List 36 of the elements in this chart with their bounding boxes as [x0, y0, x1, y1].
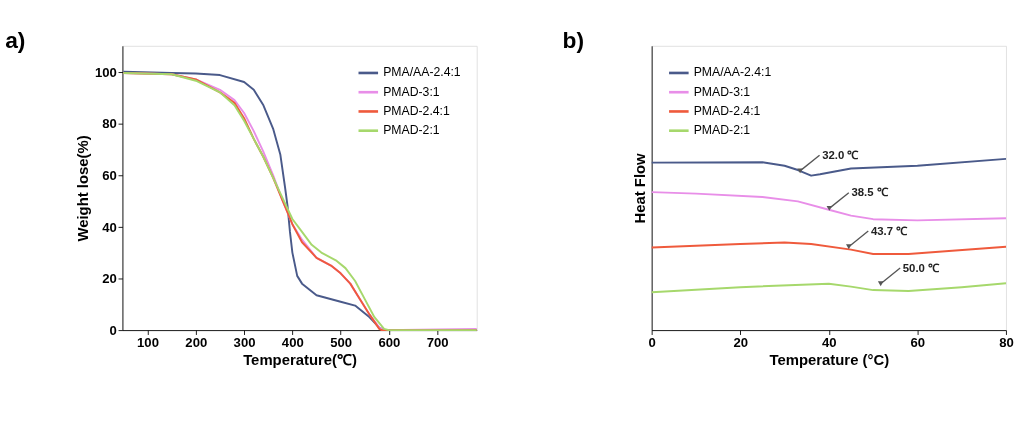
y-tick-label: 20: [102, 271, 117, 287]
x-tick-label: 500: [330, 335, 353, 351]
x-tick-label: 200: [185, 335, 208, 351]
x-tick-label: 300: [233, 335, 256, 351]
y-axis-title: Heat Flow: [632, 152, 649, 224]
x-axis-title: Temperature(℃): [243, 351, 357, 368]
annotation: 43.7 ℃: [870, 224, 909, 237]
x-axis-title: Temperature (°C): [769, 351, 890, 368]
y-axis-title: Weight lose(%): [74, 135, 91, 242]
x-tick-label: 600: [378, 335, 401, 351]
x-tick-label: 400: [281, 335, 304, 351]
x-tick-label: 60: [910, 335, 926, 351]
x-tick-label: 40: [822, 335, 837, 351]
y-tick-label: 60: [102, 167, 117, 183]
x-tick-label: 20: [733, 335, 749, 351]
annotation: 32.0 ℃: [822, 148, 860, 161]
y-tick-label: 80: [102, 116, 117, 132]
legend-label: PMA/AA-2.4:1: [383, 65, 461, 80]
x-tick-label: 100: [137, 335, 159, 351]
y-tick-label: 0: [109, 322, 117, 338]
x-tick-label: 700: [426, 335, 449, 351]
legend-label: PMAD-2:1: [383, 123, 440, 138]
chart-title: a): [5, 27, 26, 54]
chart-title: b): [562, 27, 584, 54]
annotation: 50.0 ℃: [902, 261, 941, 274]
x-tick-label: 0: [648, 335, 656, 351]
legend-label: PMAD-2.4:1: [383, 103, 450, 118]
x-tick-label: 80: [999, 335, 1014, 351]
legend-label: PMAD-3:1: [383, 84, 440, 99]
legend-label: PMAD-2:1: [693, 123, 751, 138]
annotation: 38.5 ℃: [851, 186, 889, 199]
y-tick-label: 100: [94, 64, 117, 80]
legend-label: PMA/AA-2.4:1: [693, 65, 772, 80]
legend-label: PMAD-3:1: [693, 84, 751, 99]
y-tick-label: 40: [102, 219, 117, 235]
legend-label: PMAD-2.4:1: [693, 103, 761, 118]
